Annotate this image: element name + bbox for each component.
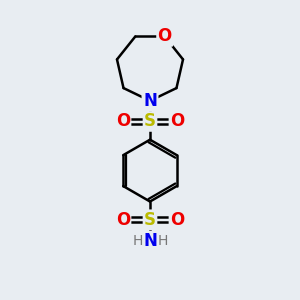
- Text: N: N: [143, 92, 157, 110]
- Text: H: H: [132, 234, 143, 248]
- Text: O: O: [158, 28, 172, 46]
- Text: O: O: [116, 211, 130, 229]
- Text: O: O: [170, 112, 184, 130]
- Text: N: N: [143, 232, 157, 250]
- Text: H: H: [157, 234, 168, 248]
- Text: O: O: [116, 112, 130, 130]
- Text: S: S: [144, 211, 156, 229]
- Text: O: O: [170, 211, 184, 229]
- Text: S: S: [144, 112, 156, 130]
- Text: N: N: [143, 92, 157, 110]
